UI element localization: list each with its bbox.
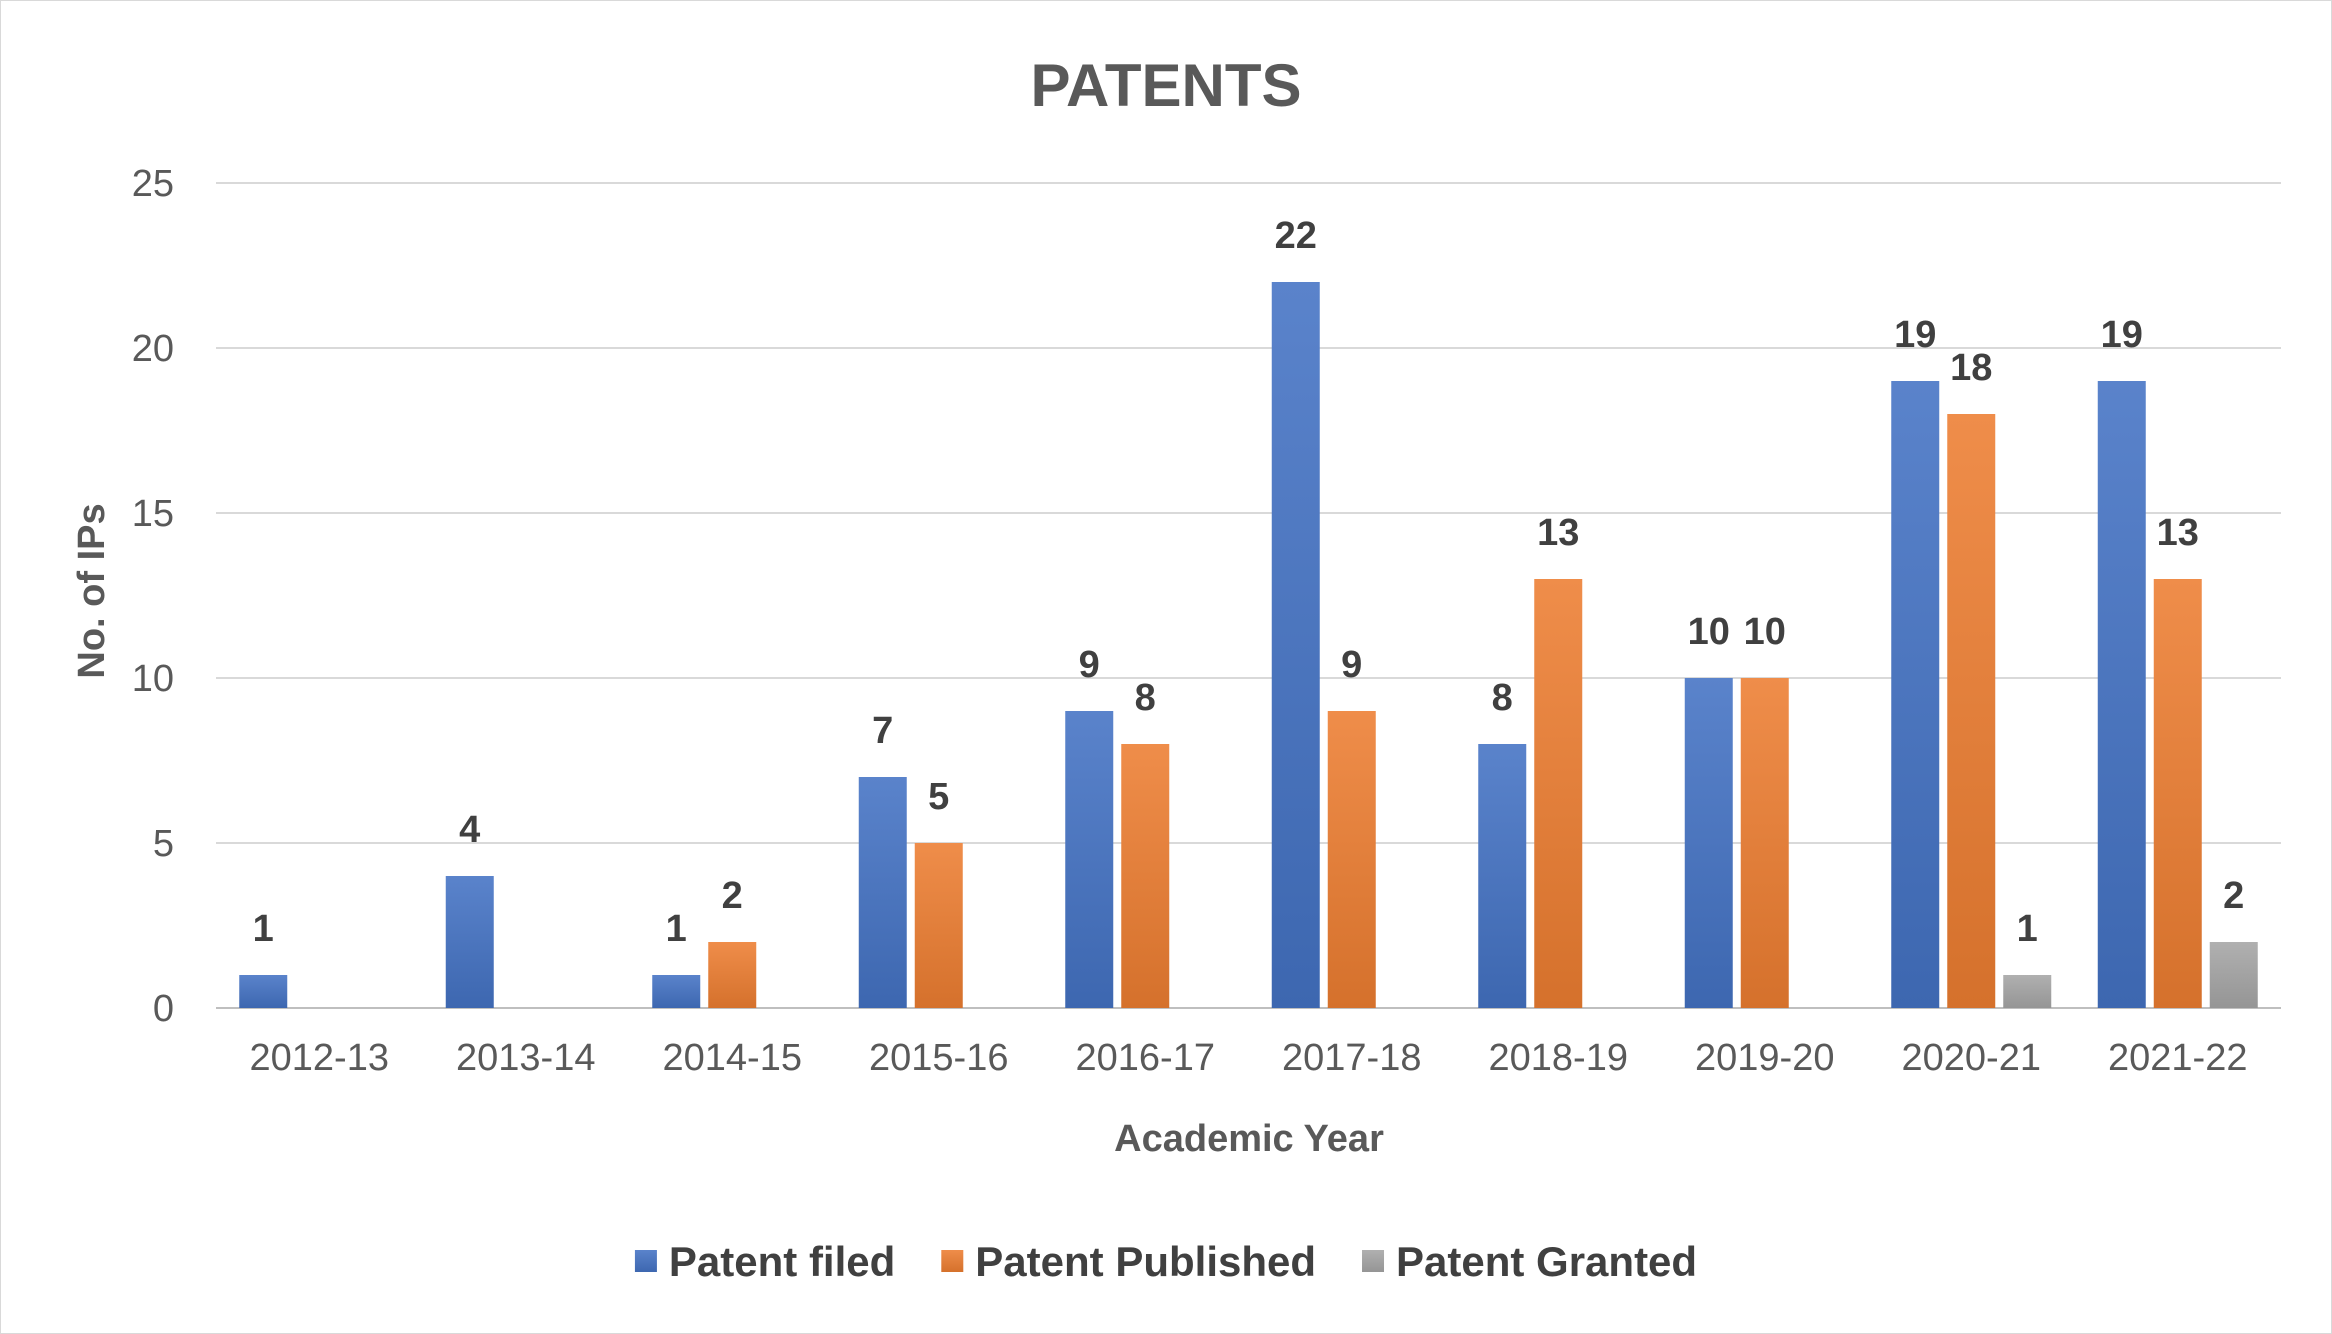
data-label: 1	[666, 908, 687, 950]
legend-swatch	[634, 1250, 657, 1272]
y-axis-ticks: 0 5 10 15 20 25	[132, 163, 174, 1030]
x-tick-label: 2021-22	[2108, 1037, 2247, 1079]
x-axis-title: Academic Year	[1114, 1118, 1384, 1160]
data-label: 9	[1341, 644, 1362, 686]
data-label: 18	[1950, 347, 1992, 389]
bar	[1327, 711, 1376, 1008]
bar	[1534, 579, 1583, 1008]
data-label: 9	[1079, 644, 1100, 686]
y-tick-label: 15	[132, 493, 174, 535]
y-tick-label: 0	[153, 988, 174, 1030]
legend-swatch	[1362, 1250, 1385, 1272]
bar	[445, 876, 494, 1008]
y-tick-label: 20	[132, 328, 174, 370]
bar	[1065, 711, 1114, 1008]
bar	[1947, 414, 1996, 1008]
data-label: 13	[1537, 512, 1579, 554]
data-label: 1	[2017, 908, 2038, 950]
x-tick-label: 2013-14	[456, 1037, 595, 1079]
data-label: 8	[1492, 677, 1513, 719]
legend-swatch	[941, 1250, 964, 1272]
data-label: 10	[1744, 611, 1786, 653]
data-label: 13	[2157, 512, 2199, 554]
legend-label: Patent Published	[975, 1238, 1316, 1285]
x-tick-label: 2012-13	[250, 1037, 389, 1079]
x-tick-label: 2017-18	[1282, 1037, 1421, 1079]
chart-title: PATENTS	[1030, 52, 1301, 119]
legend-label: Patent filed	[669, 1238, 895, 1285]
bar	[239, 975, 288, 1008]
x-tick-label: 2019-20	[1695, 1037, 1834, 1079]
bar	[914, 843, 963, 1008]
bar	[2209, 942, 2258, 1008]
x-tick-label: 2015-16	[869, 1037, 1008, 1079]
bar	[1891, 381, 1940, 1008]
legend: Patent filed Patent Published Patent Grant…	[634, 1238, 1697, 1285]
bar	[2097, 381, 2146, 1008]
bar	[1684, 678, 1733, 1008]
data-label: 10	[1688, 611, 1730, 653]
bar	[1478, 744, 1527, 1008]
x-tick-label: 2020-21	[1902, 1037, 2041, 1079]
data-label: 7	[872, 710, 893, 752]
y-tick-label: 25	[132, 163, 174, 205]
x-tick-label: 2016-17	[1076, 1037, 1215, 1079]
data-label: 2	[722, 875, 743, 917]
legend-label: Patent Granted	[1396, 1238, 1697, 1285]
bar	[1740, 678, 1789, 1008]
bar	[708, 942, 757, 1008]
y-tick-label: 5	[153, 823, 174, 865]
bars	[239, 282, 2258, 1008]
data-label: 22	[1275, 215, 1317, 257]
data-label: 8	[1135, 677, 1156, 719]
bar	[858, 777, 907, 1008]
data-label: 1	[253, 908, 274, 950]
bar	[2003, 975, 2052, 1008]
bar	[2153, 579, 2202, 1008]
data-label: 19	[2101, 314, 2143, 356]
x-tick-label: 2014-15	[663, 1037, 802, 1079]
x-axis-ticks: 2012-13 2013-14 2014-15 2015-16 2016-17 2017-…	[250, 1037, 2248, 1079]
y-tick-label: 10	[132, 658, 174, 700]
bar	[652, 975, 701, 1008]
data-label: 4	[459, 809, 480, 851]
data-label: 5	[928, 776, 949, 818]
bar	[1121, 744, 1170, 1008]
data-label: 2	[2223, 875, 2244, 917]
bar	[1271, 282, 1320, 1008]
x-tick-label: 2018-19	[1489, 1037, 1628, 1079]
y-axis-title: No. of IPs	[71, 503, 113, 678]
data-label: 19	[1894, 314, 1936, 356]
